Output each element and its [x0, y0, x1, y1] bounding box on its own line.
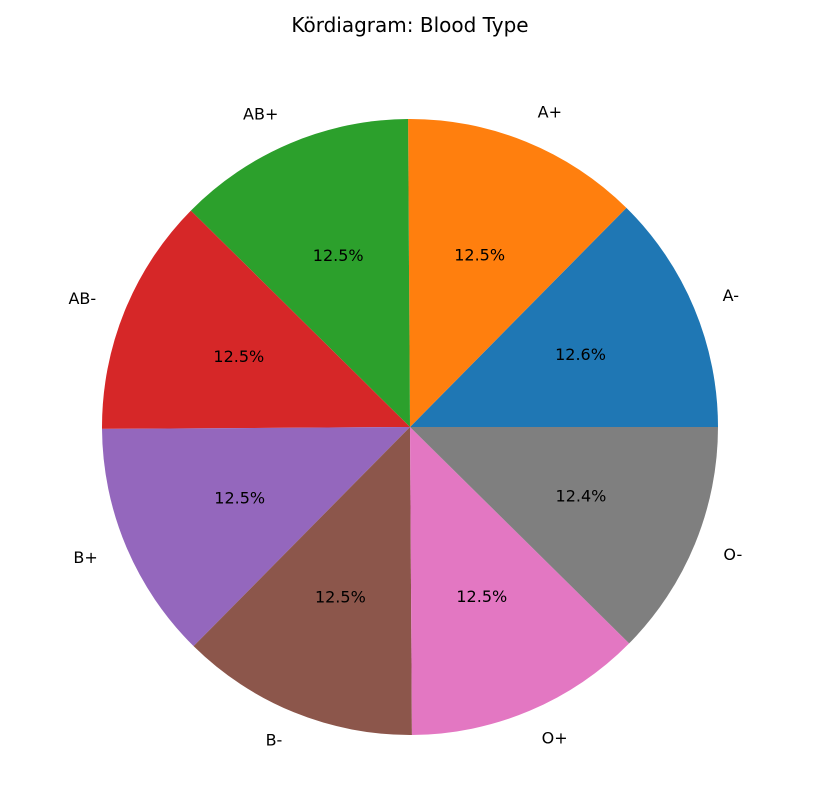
pie-slice-ab-pos: [190, 119, 410, 428]
slice-label-b-neg: B-: [266, 730, 283, 749]
pie-slice-b-pos: [102, 427, 411, 647]
slice-label-ab-pos: AB+: [243, 104, 278, 123]
pct-label-b-pos: 12.5%: [214, 488, 265, 507]
pct-label-a-pos: 12.5%: [454, 245, 505, 264]
pie-slice-b-neg: [193, 427, 412, 735]
pct-label-ab-neg: 12.5%: [213, 347, 264, 366]
pct-label-a-neg: 12.6%: [555, 345, 606, 364]
slice-label-a-neg: A-: [723, 286, 739, 305]
pie-slice-o-pos: [410, 427, 630, 735]
pct-label-o-pos: 12.5%: [456, 587, 507, 606]
slice-label-a-pos: A+: [538, 103, 562, 122]
slice-label-o-neg: O-: [723, 545, 742, 564]
pct-label-b-neg: 12.5%: [315, 588, 366, 607]
pie-labels: A- 12.6% A+ 12.5% AB+ 12.5% AB- 12.5% B+ 12.5% B- 1…: [68, 103, 742, 750]
pie-slice-ab-neg: [102, 210, 410, 429]
pie-slice-a-pos: [408, 119, 627, 428]
slice-label-b-pos: B+: [73, 548, 97, 567]
chart-title: Kördiagram: Blood Type: [291, 13, 528, 37]
pie-slices: [102, 119, 718, 735]
pie-slice-a-neg: [410, 207, 718, 427]
slice-label-o-pos: O+: [542, 729, 568, 748]
slice-label-ab-neg: AB-: [68, 289, 96, 308]
pct-label-o-neg: 12.4%: [556, 487, 607, 506]
pie-slice-o-neg: [410, 427, 718, 644]
pct-label-ab-pos: 12.5%: [313, 246, 364, 265]
